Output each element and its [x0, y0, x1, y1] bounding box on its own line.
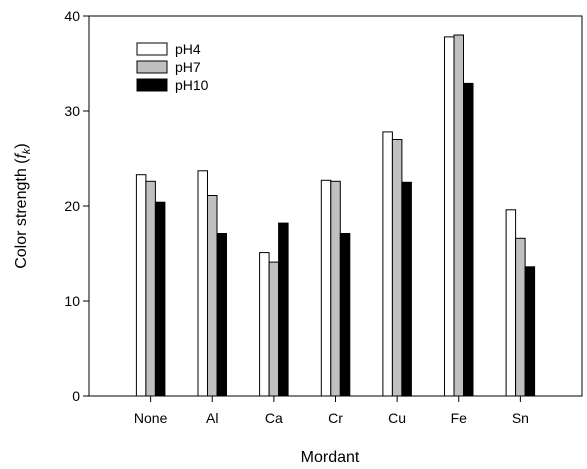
legend-label-ph7: pH7 — [175, 59, 201, 75]
bar-ph4-sn — [505, 209, 517, 397]
bar-ph10-sn — [524, 266, 536, 397]
bar-ph7-cr — [330, 180, 341, 397]
legend-label-ph10: pH10 — [175, 77, 209, 93]
x-tick-label-cu: Cu — [388, 410, 406, 426]
bars-group — [135, 34, 536, 397]
y-tick-label-40: 40 — [64, 8, 80, 24]
x-tick-label-fe: Fe — [451, 410, 468, 426]
y-tick-label-10: 10 — [64, 293, 80, 309]
y-axis-title-italic: f — [13, 153, 30, 159]
bar-ph7-ca — [268, 261, 280, 397]
x-tick-label-cr: Cr — [328, 410, 343, 426]
bar-ph4-al — [197, 170, 208, 397]
bar-ph10-cu — [401, 181, 412, 397]
legend: pH4 pH7 pH10 — [136, 41, 209, 93]
legend-swatch-ph4 — [136, 42, 168, 56]
y-axis-title-sub: k — [21, 148, 33, 154]
x-axis-title: Mordant — [301, 449, 360, 466]
legend-swatch-ph7 — [136, 60, 168, 74]
y-tick-label-20: 20 — [64, 198, 80, 214]
bar-ph7-cu — [391, 139, 403, 397]
bar-ph4-fe — [444, 36, 455, 397]
bar-ph4-cu — [382, 131, 393, 397]
y-axis-title-close: ) — [13, 143, 30, 148]
bar-ph7-none — [145, 180, 156, 397]
legend-label-ph4: pH4 — [175, 41, 201, 57]
legend-swatch-ph10 — [136, 78, 168, 92]
x-tick-label-ca: Ca — [265, 410, 283, 426]
y-axis-title: Color strength (fk) — [13, 143, 33, 269]
bar-ph7-al — [207, 195, 218, 397]
bar-ph10-fe — [463, 82, 474, 397]
x-tick-label-sn: Sn — [512, 410, 529, 426]
x-tick-label-none: None — [134, 410, 168, 426]
axes-group: None Al Ca Cr Cu Fe Sn 0 10 20 30 40 — [64, 8, 583, 426]
x-tick-label-al: Al — [206, 410, 218, 426]
y-tick-label-30: 30 — [64, 103, 80, 119]
bar-ph4-cr — [320, 179, 332, 397]
y-tick-label-0: 0 — [72, 388, 80, 404]
bar-ph10-none — [154, 201, 166, 397]
bar-ph7-fe — [453, 34, 464, 397]
bar-ph10-ca — [278, 222, 289, 397]
bar-ph10-cr — [339, 233, 351, 397]
bar-ph7-sn — [515, 237, 526, 397]
bar-ph4-none — [135, 174, 147, 397]
y-axis-title-text: Color strength ( — [13, 158, 30, 269]
bar-ph10-al — [216, 233, 227, 397]
bar-ph4-ca — [259, 252, 270, 397]
